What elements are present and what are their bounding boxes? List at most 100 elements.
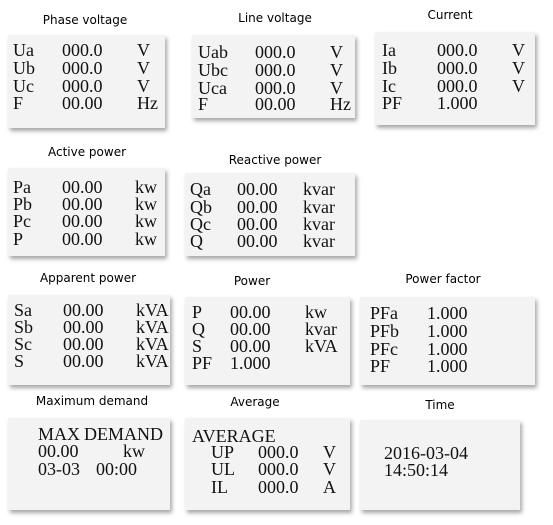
reading: 000.0 bbox=[258, 477, 299, 497]
reading: V bbox=[323, 459, 336, 479]
reading: 00.00 bbox=[230, 302, 271, 322]
reading: V bbox=[137, 40, 150, 60]
reading: kVA bbox=[136, 334, 169, 354]
reading: V bbox=[330, 42, 343, 62]
reading: kvar bbox=[305, 319, 337, 339]
reading: PF bbox=[192, 353, 213, 373]
reading: Ib bbox=[382, 58, 397, 78]
reading: Sb bbox=[14, 317, 34, 337]
reading: kw bbox=[305, 302, 327, 322]
reading: 00.00 bbox=[230, 319, 271, 339]
reading: kvar bbox=[303, 231, 335, 251]
reading: kw bbox=[135, 211, 157, 231]
reading: 000.0 bbox=[437, 58, 478, 78]
reading: UP bbox=[211, 442, 235, 462]
reading: 00.00 bbox=[237, 214, 278, 234]
reading: 03-03 bbox=[38, 459, 80, 479]
reading: V bbox=[323, 442, 336, 462]
reading: Uc bbox=[13, 76, 34, 96]
reading: 00.00 bbox=[62, 177, 103, 197]
panel-title: Line voltage bbox=[238, 11, 312, 25]
reading: Ua bbox=[13, 40, 34, 60]
reading: DEMAND bbox=[84, 424, 163, 444]
reading: 1.000 bbox=[427, 303, 468, 323]
reading: 1.000 bbox=[230, 353, 271, 373]
reading: AVERAGE bbox=[192, 426, 276, 446]
reading: kw bbox=[135, 177, 157, 197]
reading: Pc bbox=[13, 211, 31, 231]
reading: S bbox=[14, 351, 25, 371]
reading: kvar bbox=[303, 179, 335, 199]
reading: 000.0 bbox=[258, 442, 299, 462]
reading: 00.00 bbox=[63, 334, 104, 354]
reading: Ic bbox=[382, 76, 396, 96]
panel bbox=[185, 173, 355, 256]
reading: IL bbox=[211, 477, 228, 497]
reading: 000.0 bbox=[62, 76, 103, 96]
reading: Uca bbox=[198, 78, 227, 98]
panel-title: Time bbox=[425, 398, 455, 412]
panel bbox=[375, 32, 535, 125]
reading: 14:50:14 bbox=[384, 460, 449, 480]
reading: F bbox=[198, 94, 209, 114]
reading: Hz bbox=[330, 94, 351, 114]
reading: kw bbox=[135, 229, 157, 249]
panel-title: Maximum demand bbox=[35, 394, 149, 408]
reading: 00.00 bbox=[63, 351, 104, 371]
reading: kvar bbox=[303, 197, 335, 217]
reading: 000.0 bbox=[437, 76, 478, 96]
panel bbox=[185, 297, 350, 385]
panel-title: Reactive power bbox=[228, 153, 322, 167]
reading: 00.00 bbox=[237, 231, 278, 251]
reading: 00.00 bbox=[62, 229, 103, 249]
reading: 000.0 bbox=[255, 60, 296, 80]
reading: 00.00 bbox=[38, 441, 79, 461]
reading: V bbox=[330, 78, 343, 98]
reading: V bbox=[512, 76, 525, 96]
reading: 1.000 bbox=[427, 356, 468, 376]
reading: S bbox=[192, 336, 203, 356]
reading: UL bbox=[211, 459, 235, 479]
reading: 000.0 bbox=[255, 42, 296, 62]
panel-title: Phase voltage bbox=[42, 13, 128, 27]
reading: 000.0 bbox=[437, 40, 478, 60]
reading: 000.0 bbox=[255, 78, 296, 98]
reading: PFa bbox=[370, 303, 399, 323]
reading: PF bbox=[370, 356, 391, 376]
reading: Uab bbox=[198, 42, 228, 62]
reading: Qc bbox=[190, 214, 211, 234]
reading: 00.00 bbox=[237, 179, 278, 199]
reading: V bbox=[330, 60, 343, 80]
reading: Ia bbox=[382, 40, 396, 60]
reading: Q bbox=[192, 319, 205, 339]
reading: kVA bbox=[305, 336, 338, 356]
reading: 00.00 bbox=[62, 93, 103, 113]
reading: 1.000 bbox=[427, 339, 468, 359]
reading: MAX bbox=[38, 424, 81, 444]
reading: 000.0 bbox=[62, 58, 103, 78]
reading: Sa bbox=[14, 300, 32, 320]
reading: 00.00 bbox=[255, 94, 296, 114]
reading: Pb bbox=[13, 194, 33, 214]
reading: 00:00 bbox=[96, 459, 138, 479]
panel bbox=[8, 295, 170, 385]
reading: 000.0 bbox=[258, 459, 299, 479]
panel-title: Power factor bbox=[405, 272, 481, 286]
panel-title: Power bbox=[233, 274, 271, 288]
reading: 00.00 bbox=[63, 300, 104, 320]
reading: 1.000 bbox=[437, 93, 478, 113]
reading: V bbox=[137, 76, 150, 96]
panel-title: Current bbox=[427, 8, 473, 22]
reading: A bbox=[323, 477, 336, 497]
reading: Ubc bbox=[198, 60, 228, 80]
reading: 00.00 bbox=[62, 194, 103, 214]
reading: kVA bbox=[136, 300, 169, 320]
reading: kVA bbox=[136, 317, 169, 337]
reading: kvar bbox=[303, 214, 335, 234]
reading: 00.00 bbox=[62, 211, 103, 231]
reading: P bbox=[192, 302, 203, 322]
reading: 000.0 bbox=[62, 40, 103, 60]
reading: Hz bbox=[137, 93, 158, 113]
reading: kw bbox=[123, 441, 145, 461]
reading: Q bbox=[190, 231, 203, 251]
